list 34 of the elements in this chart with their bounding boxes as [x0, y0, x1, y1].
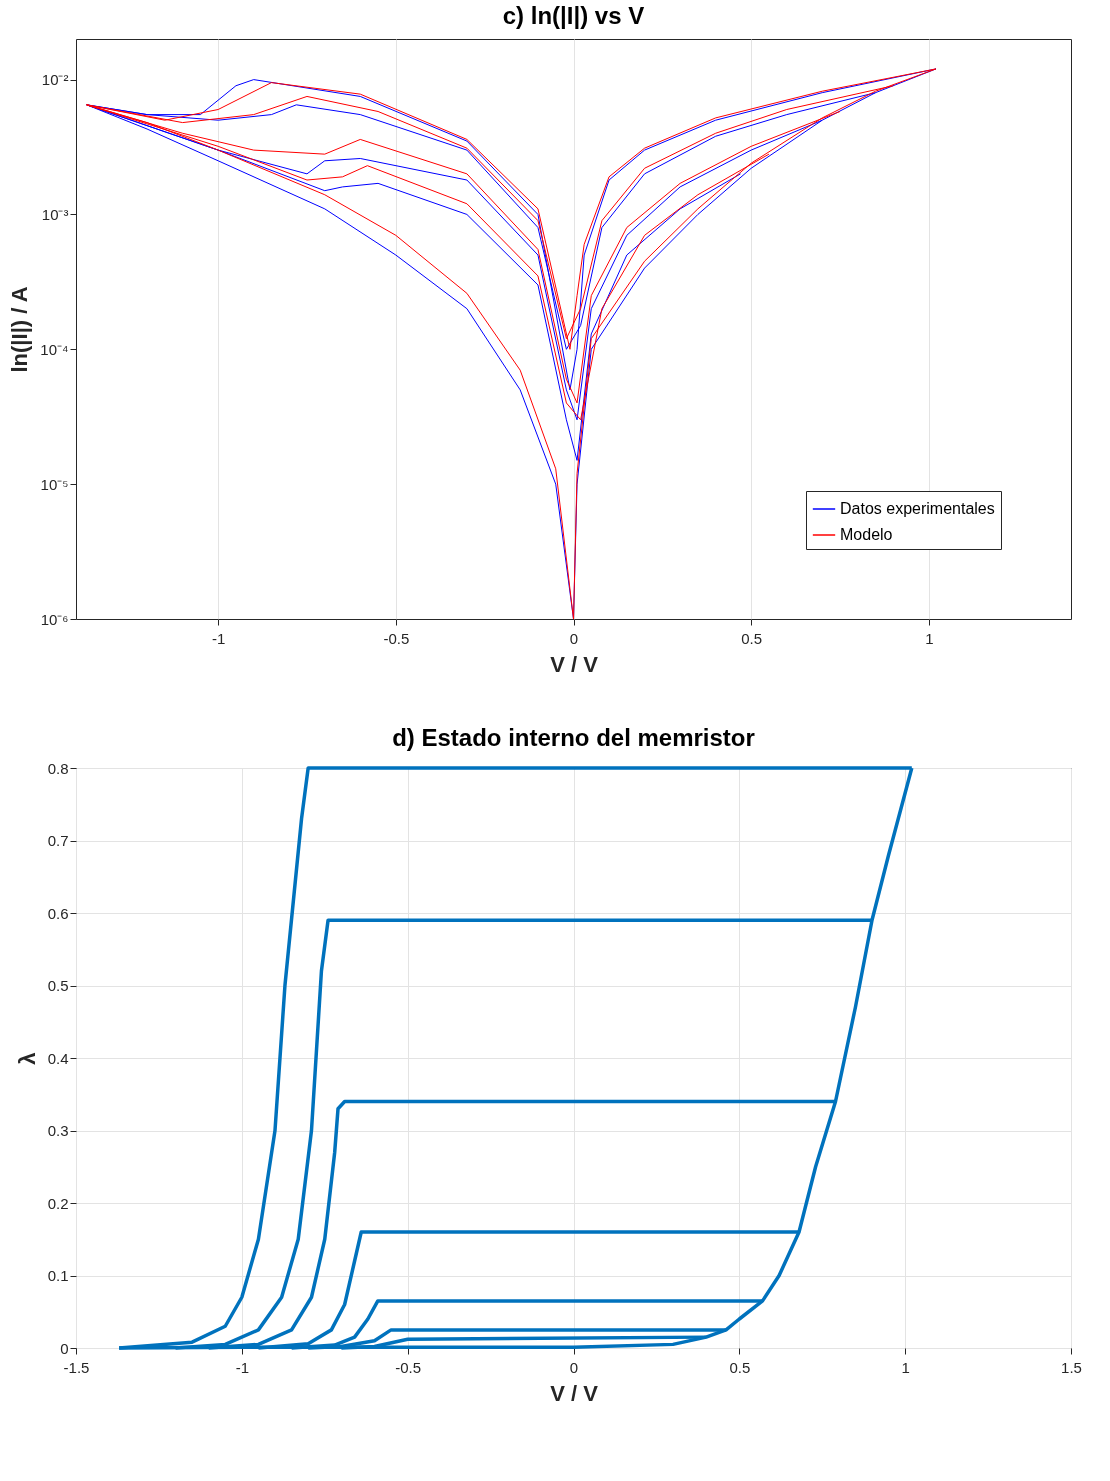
x-axis-title: V / V [550, 1380, 599, 1406]
y-tick-label: 0.3 [47, 1122, 69, 1139]
legend-label: Datos experimentales [840, 500, 995, 517]
x-tick-label: 1.5 [1061, 1358, 1082, 1376]
x-tick-label: 1 [925, 629, 934, 647]
x-tick-label: 0.5 [741, 629, 763, 647]
y-tick-label: 0.6 [47, 904, 69, 922]
y-axis-title: λ [14, 1052, 40, 1065]
y-tick-label: 10⁻⁴ [40, 340, 69, 358]
y-tick-label: 10⁻⁵ [40, 475, 69, 493]
x-tick-label: -0.5 [395, 1358, 422, 1376]
y-tick-label: 0.4 [47, 1049, 69, 1067]
y-tick-label: 0.5 [47, 977, 69, 994]
x-tick-label: 0.5 [729, 1358, 751, 1376]
y-tick-label: 0.2 [47, 1194, 69, 1212]
chart-title: d) Estado interno del memristor [392, 724, 755, 751]
y-tick-label: 0.8 [47, 759, 69, 777]
legend-label: Modelo [840, 526, 893, 543]
chart-title: c) ln(|I|) vs V [502, 2, 645, 29]
y-tick-label: 10⁻² [41, 71, 69, 89]
y-tick-label: 0.7 [47, 832, 69, 849]
x-tick-label: -1 [235, 1358, 250, 1376]
x-tick-label: 0 [569, 629, 579, 647]
y-axis-title: ln(|I|) / A [7, 286, 33, 373]
y-tick-label: 10⁻³ [41, 205, 69, 223]
x-tick-label: 1 [901, 1358, 910, 1376]
y-tick-label: 0.1 [47, 1267, 69, 1284]
y-tick-label: 0 [60, 1339, 69, 1357]
x-axis-title: V / V [550, 651, 599, 677]
y-tick-label: 10⁻⁶ [40, 610, 69, 628]
x-tick-label: 0 [569, 1358, 579, 1376]
x-tick-label: -1 [211, 629, 226, 647]
x-tick-label: -1.5 [63, 1358, 90, 1376]
x-tick-label: -0.5 [383, 629, 410, 647]
